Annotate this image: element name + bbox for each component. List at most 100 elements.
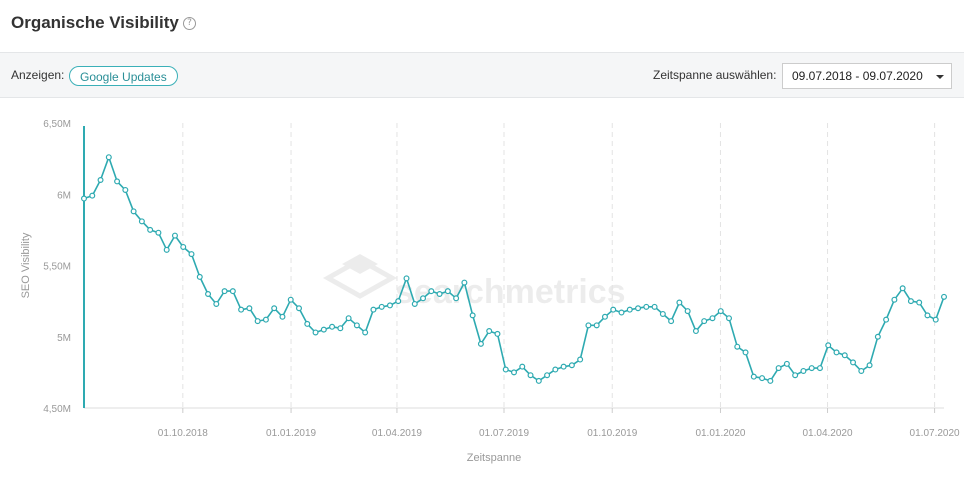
- data-point: [262, 316, 269, 323]
- data-point: [453, 295, 460, 302]
- x-tick-label: 01.01.2019: [266, 428, 316, 439]
- y-tick-label: 6M: [57, 190, 71, 201]
- data-point: [362, 329, 369, 336]
- data-point: [378, 303, 385, 310]
- data-point: [287, 296, 294, 303]
- data-point: [825, 342, 832, 349]
- data-point: [138, 218, 145, 225]
- data-point: [568, 362, 575, 369]
- data-point: [320, 326, 327, 333]
- data-point: [196, 273, 203, 280]
- data-point: [866, 362, 873, 369]
- data-point: [808, 365, 815, 372]
- filter-bar: Anzeigen: Google Updates Zeitspanne ausw…: [0, 52, 964, 98]
- data-point: [122, 186, 129, 193]
- data-point: [114, 178, 121, 185]
- x-tick-label: 01.04.2019: [372, 428, 422, 439]
- data-point: [816, 365, 823, 372]
- visibility-chart: searchmetrics 4,50M 5M 5,50M 6M 6,50M 01.10.20…: [20, 119, 960, 464]
- data-point: [692, 328, 699, 335]
- x-axis-title: Zeitspanne: [467, 452, 521, 464]
- data-point: [229, 288, 236, 295]
- data-point: [560, 363, 567, 370]
- data-point: [659, 310, 666, 317]
- data-point: [527, 372, 534, 379]
- data-point: [80, 195, 87, 202]
- google-updates-button[interactable]: Google Updates: [69, 66, 178, 86]
- data-point: [180, 243, 187, 250]
- data-point: [461, 279, 468, 286]
- data-point: [254, 318, 261, 325]
- data-point: [436, 291, 443, 298]
- data-point: [775, 365, 782, 372]
- data-point: [635, 305, 642, 312]
- data-point: [783, 360, 790, 367]
- data-point: [841, 352, 848, 359]
- data-point: [585, 322, 592, 329]
- data-point: [246, 305, 253, 312]
- y-tick-label: 5M: [57, 333, 71, 344]
- x-tick-label: 01.10.2018: [158, 428, 208, 439]
- data-point: [676, 299, 683, 306]
- data-point: [511, 369, 518, 376]
- data-point: [883, 316, 890, 323]
- data-point: [279, 313, 286, 320]
- data-point: [725, 315, 732, 322]
- data-point: [89, 192, 96, 199]
- date-range-select[interactable]: 09.07.2018 - 09.07.2020: [782, 63, 952, 89]
- data-point: [717, 308, 724, 315]
- data-point: [742, 349, 749, 356]
- data-point: [618, 309, 625, 316]
- data-point: [759, 375, 766, 382]
- data-point: [329, 323, 336, 330]
- data-point: [403, 275, 410, 282]
- series-line: [83, 156, 945, 382]
- data-point: [370, 306, 377, 313]
- data-point: [494, 330, 501, 337]
- title-bar: Organische Visibility ?: [0, 0, 964, 52]
- watermark-logo-mark: [342, 254, 378, 274]
- data-point: [337, 325, 344, 332]
- help-icon[interactable]: ?: [183, 17, 196, 30]
- data-point: [271, 305, 278, 312]
- data-point: [353, 322, 360, 329]
- caret-down-icon: [936, 75, 944, 79]
- data-point: [519, 363, 526, 370]
- data-point: [386, 302, 393, 309]
- range-label: Zeitspanne auswählen:: [653, 68, 777, 82]
- data-point: [593, 322, 600, 329]
- data-point: [601, 313, 608, 320]
- data-point: [701, 318, 708, 325]
- data-point: [535, 377, 542, 384]
- y-axis-title: SEO Visibility: [20, 232, 32, 298]
- date-range-value: 09.07.2018 - 09.07.2020: [792, 69, 923, 83]
- y-tick-label: 5,50M: [43, 262, 71, 273]
- data-point: [97, 176, 104, 183]
- data-point: [188, 251, 195, 258]
- y-tick-label: 4,50M: [43, 404, 71, 415]
- data-point: [684, 308, 691, 315]
- data-point: [874, 333, 881, 340]
- data-point: [221, 288, 228, 295]
- data-point: [469, 312, 476, 319]
- data-point: [643, 303, 650, 310]
- x-tick-label: 01.10.2019: [587, 428, 637, 439]
- data-point: [610, 306, 617, 313]
- data-point: [304, 320, 311, 327]
- data-point: [147, 226, 154, 233]
- data-point: [444, 288, 451, 295]
- data-point: [163, 246, 170, 253]
- x-tick-label: 01.01.2020: [695, 428, 745, 439]
- data-point: [800, 367, 807, 374]
- data-point: [411, 300, 418, 307]
- x-tick-label: 01.04.2020: [802, 428, 852, 439]
- data-point: [205, 291, 212, 298]
- data-point: [734, 343, 741, 350]
- data-point: [477, 340, 484, 347]
- data-point: [577, 356, 584, 363]
- data-point: [296, 305, 303, 312]
- data-point: [932, 316, 939, 323]
- data-point: [916, 299, 923, 306]
- data-point: [924, 312, 931, 319]
- x-tick-label: 01.07.2019: [479, 428, 529, 439]
